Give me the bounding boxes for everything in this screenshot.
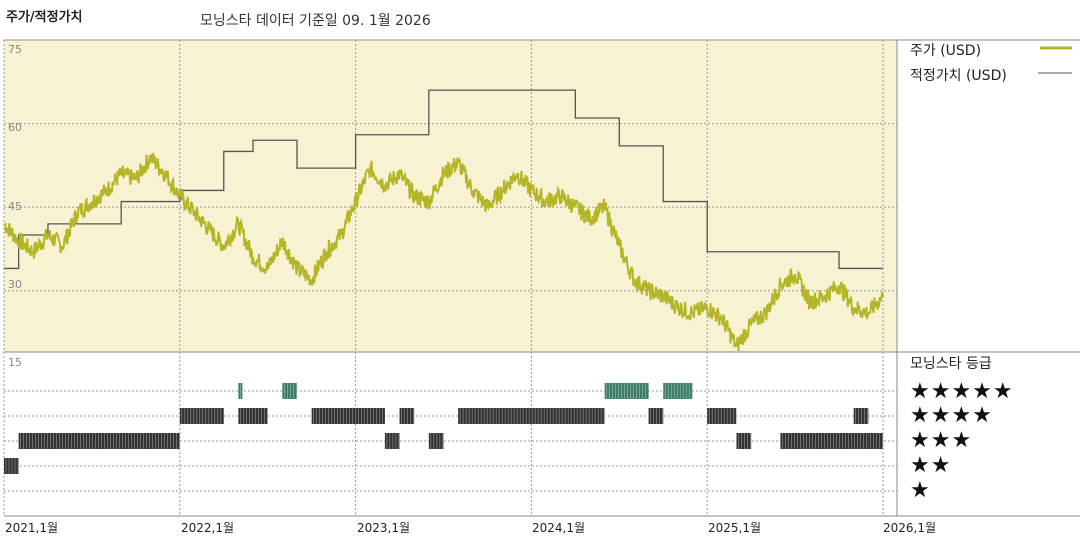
data-date-subtitle: 모닝스타 데이터 기준일 09. 1월 2026 [200,13,431,29]
rating-segment [604,383,649,399]
rating-bar [663,383,693,399]
x-tick-label: 2022,1월 [181,521,234,535]
rating-segment [282,383,297,399]
rating-bar [311,408,385,424]
rating-segment [780,433,869,449]
rating-segment [853,408,869,424]
rating-segment [4,458,19,474]
x-axis: 2021,1월 2022,1월 2023,1월 2024,1월 2025,1월 … [5,521,936,535]
x-tick-label: 2024,1월 [532,521,585,535]
fair-value-series [4,89,883,270]
y-tick-label: 30 [8,278,22,291]
rating-5-stars: ★★★★★ [910,379,1014,404]
rating-segment [707,408,737,424]
rating-bar [238,408,268,424]
y-tick-label: 60 [8,121,22,134]
rating-2-stars: ★★ [910,453,952,478]
x-tick-label: 2021,1월 [5,521,58,535]
y-tick-label: 45 [8,200,22,213]
rating-segment [648,408,664,424]
y-axis: 75 60 45 30 15 [8,43,22,369]
rating-y-tick-label: 15 [8,356,22,369]
rating-segment [663,383,693,399]
rating-bar [707,408,737,424]
price-legend-label: 주가 (USD) [910,43,982,59]
rating-3-stars: ★★★ [910,428,973,453]
price-series [3,152,884,351]
rating-segment [868,433,883,449]
fair-value-line [4,89,883,270]
x-tick-label: 2025,1월 [708,521,761,535]
rating-segment [238,383,243,399]
rating-4-stars: ★★★★ [910,403,993,428]
chart-title: 주가/적정가치 [6,10,83,25]
rating-segment [179,408,224,424]
rating-segment [736,433,752,449]
rating-segment [18,433,180,449]
y-tick-label: 75 [8,43,22,56]
rating-segment [238,408,268,424]
rating-1-star: ★ [910,478,931,503]
rating-bar [458,408,605,424]
rating-segment [458,408,605,424]
rating-bar [604,383,649,399]
fair-value-legend-label: 적정가치 (USD) [910,68,1007,84]
rating-segment [428,433,444,449]
rating-bands [4,383,883,474]
price-panel-background [4,40,897,352]
rating-segment [384,433,400,449]
rating-segment [311,408,385,424]
x-tick-label: 2023,1월 [357,521,410,535]
rating-legend-title: 모닝스타 등급 [910,356,992,372]
rating-segment [399,408,415,424]
rating-bar [18,433,180,449]
grid [3,39,897,516]
rating-bar [179,408,224,424]
x-tick-label: 2026,1월 [883,521,936,535]
